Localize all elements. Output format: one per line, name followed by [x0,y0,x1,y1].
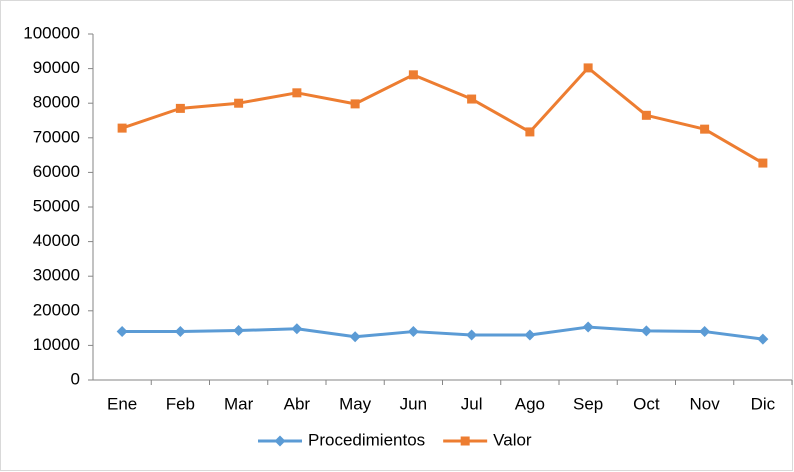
marker [234,98,244,108]
x-tick-label: Dic [751,394,776,413]
marker [174,326,186,338]
marker [350,99,360,109]
marker [641,110,651,120]
marker [758,158,768,168]
y-tick-label: 0 [71,369,80,388]
marker [699,326,711,338]
y-tick-label: 10000 [33,335,80,354]
legend-label: Valor [493,430,532,449]
marker [582,321,594,333]
series-line [122,325,764,341]
marker [583,63,593,73]
marker [525,127,535,137]
marker [460,436,470,446]
y-tick-label: 40000 [33,231,80,250]
x-tick-label: Jul [461,394,483,413]
marker [700,124,710,134]
x-tick-label: Ene [107,394,137,413]
marker [349,331,361,343]
marker [467,94,477,104]
x-tick-label: Abr [284,394,311,413]
x-tick-label: May [339,394,372,413]
marker [116,326,128,338]
marker [292,88,302,98]
y-tick-label: 30000 [33,266,80,285]
x-tick-label: Oct [633,394,660,413]
y-tick-label: 70000 [33,127,80,146]
marker [291,323,303,335]
x-tick-label: Sep [573,394,603,413]
marker [274,435,286,447]
y-tick-label: 60000 [33,162,80,181]
series-line [121,66,764,165]
marker [233,325,245,337]
x-tick-label: Mar [224,394,254,413]
x-tick-label: Ago [515,394,545,413]
y-tick-label: 50000 [33,196,80,215]
x-tick-label: Nov [690,394,721,413]
y-tick-label: 20000 [33,300,80,319]
marker [757,333,769,345]
marker [117,123,127,133]
legend-label: Procedimientos [308,430,425,449]
marker [407,326,419,338]
y-tick-label: 90000 [33,58,80,77]
x-tick-label: Feb [166,394,195,413]
marker [640,325,652,337]
marker [466,329,478,341]
y-tick-label: 80000 [33,93,80,112]
x-tick-label: Jun [400,394,427,413]
marker [175,103,185,113]
marker [524,329,536,341]
y-tick-label: 100000 [23,23,80,42]
marker [408,70,418,80]
